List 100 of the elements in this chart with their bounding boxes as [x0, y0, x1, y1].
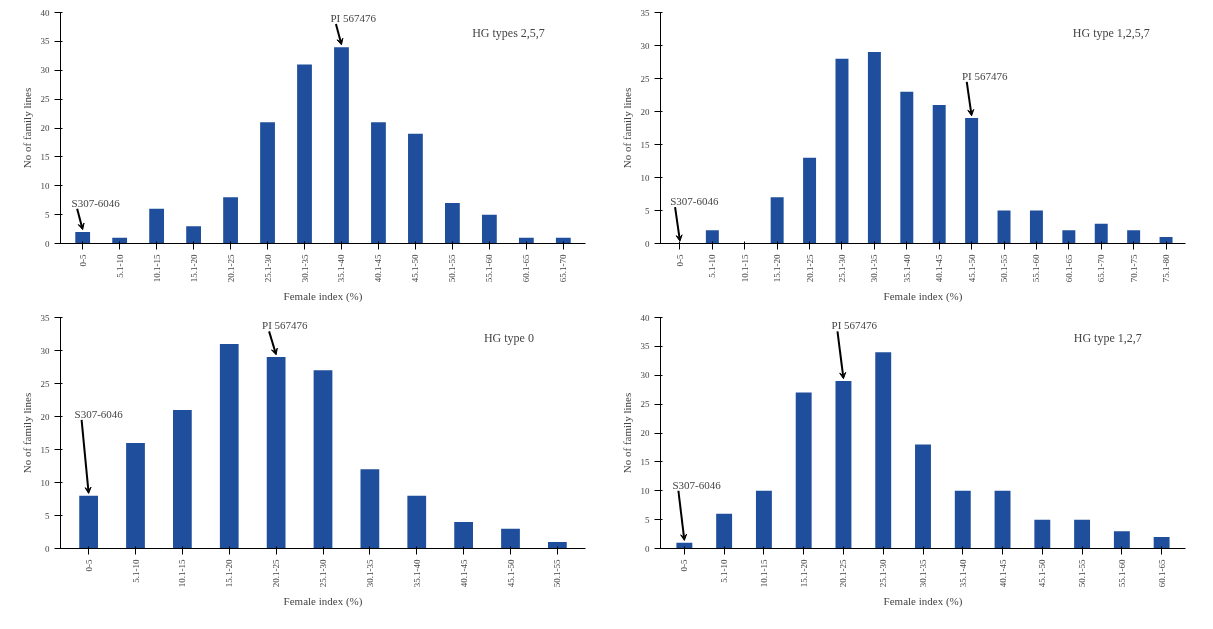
- x-tick-label: 60.1-65: [1156, 559, 1167, 588]
- x-tick-label: 40.1-45: [373, 254, 384, 283]
- x-tick-label: 65.1-70: [1096, 254, 1107, 283]
- x-axis-title: Female index (%): [283, 290, 363, 304]
- annotation: S307-6046: [74, 407, 124, 420]
- y-tick-label: 20: [640, 428, 650, 438]
- x-axis-title: Female index (%): [283, 595, 363, 609]
- annotation: S307-6046: [670, 195, 719, 208]
- x-tick-label: 55.1-60: [484, 254, 495, 283]
- x-tick-label: 10.1-15: [177, 559, 188, 588]
- annotation: PI 567476: [831, 319, 878, 332]
- y-axis-title: No of family lines: [620, 392, 633, 474]
- x-tick-label: 70.1-75: [1128, 254, 1139, 283]
- x-tick-label: 30.1-35: [918, 559, 928, 588]
- x-tick-label: 25.1-30: [318, 559, 328, 588]
- x-tick-label: 10.1-15: [758, 559, 769, 588]
- x-tick-label: 45.1-50: [966, 254, 977, 283]
- y-tick-label: 35: [40, 312, 50, 323]
- x-tick-label: 10.1-15: [151, 254, 162, 283]
- x-tick-label: 20.1-25: [804, 254, 815, 283]
- x-tick-label: 20.1-25: [271, 559, 282, 588]
- x-tick-label: 0-5: [679, 559, 690, 572]
- y-tick-label: 30: [640, 370, 650, 381]
- y-tick-label: 40: [640, 312, 650, 323]
- x-tick-label: 50.1-55: [1077, 559, 1088, 588]
- x-tick-label: 45.1-50: [505, 559, 516, 588]
- x-tick-label: 20.1-25: [838, 559, 849, 588]
- y-tick-label: 5: [645, 514, 650, 525]
- x-tick-label: 0-5: [83, 559, 94, 572]
- y-tick-label: 20: [640, 106, 650, 117]
- y-tick-label: 20: [40, 411, 50, 422]
- x-tick-label: 15.1-20: [224, 559, 235, 588]
- x-tick-label: 60.1-65: [521, 254, 532, 283]
- annotation: S307-6046: [71, 196, 121, 209]
- annotation: PI 567476: [262, 319, 309, 332]
- y-tick-label: 15: [640, 139, 650, 150]
- x-tick-label: 45.1-50: [1037, 559, 1048, 588]
- annotation: PI 567476: [961, 69, 1008, 82]
- y-tick-label: 10: [640, 485, 650, 496]
- x-tick-label: 15.1-20: [772, 254, 783, 283]
- text: HG type 1,2,7: [1073, 331, 1142, 346]
- x-tick-label: 50.1-55: [999, 254, 1010, 283]
- x-tick-label: 30.1-35: [299, 254, 310, 283]
- x-tick-label: 5.1-10: [707, 254, 718, 278]
- annotation: S307-6046: [672, 478, 722, 491]
- text: HG type 0: [483, 331, 534, 346]
- x-tick-label: 40.1-45: [458, 559, 469, 588]
- x-tick-label: 35.1-40: [957, 559, 968, 588]
- y-axis-title: No of family lines: [20, 87, 33, 169]
- y-tick-label: 30: [40, 345, 50, 356]
- x-tick-label: 5.1-10: [719, 559, 730, 583]
- y-axis-title: No of family lines: [20, 392, 33, 474]
- y-tick-label: 35: [40, 36, 50, 47]
- y-axis-title: No of family lines: [620, 87, 633, 169]
- y-tick-label: 30: [640, 40, 650, 51]
- y-tick-label: 20: [40, 123, 50, 133]
- y-tick-label: 5: [45, 209, 50, 220]
- y-tick-label: 5: [45, 510, 50, 521]
- x-tick-label: 75.1-80: [1161, 254, 1172, 283]
- x-tick-label: 0-5: [77, 254, 88, 267]
- x-tick-label: 35.1-40: [336, 254, 347, 283]
- x-tick-label: 25.1-30: [262, 254, 273, 283]
- x-tick-label: 60.1-65: [1063, 254, 1074, 283]
- x-tick-label: 15.1-20: [188, 254, 199, 283]
- x-tick-label: 50.1-55: [447, 254, 458, 283]
- text: HG types 2,5,7: [472, 26, 545, 41]
- y-tick-label: 15: [640, 456, 650, 467]
- x-tick-label: 5.1-10: [130, 559, 141, 583]
- x-tick-label: 40.1-45: [934, 254, 945, 283]
- x-tick-label: 25.1-30: [878, 559, 889, 588]
- y-tick-label: 5: [645, 205, 650, 216]
- x-tick-label: 0-5: [674, 254, 685, 267]
- x-axis-title: Female index (%): [883, 595, 963, 609]
- y-tick-label: 10: [40, 477, 50, 488]
- x-tick-label: 20.1-25: [225, 254, 236, 283]
- x-tick-label: 25.1-30: [836, 254, 847, 283]
- y-tick-label: 30: [40, 65, 50, 76]
- y-tick-label: 40: [40, 7, 50, 18]
- x-tick-label: 15.1-20: [798, 559, 809, 588]
- x-tick-label: 50.1-55: [552, 559, 563, 588]
- y-tick-label: 0: [45, 238, 50, 249]
- x-tick-label: 55.1-60: [1116, 559, 1127, 588]
- x-tick-label: 35.1-40: [411, 559, 422, 588]
- x-tick-label: 5.1-10: [114, 254, 125, 278]
- x-tick-label: 40.1-45: [997, 559, 1008, 588]
- text: HG type 1,2,5,7: [1072, 26, 1150, 41]
- x-tick-label: 30.1-35: [364, 559, 375, 588]
- x-axis-title: Female index (%): [883, 290, 963, 304]
- y-tick-label: 25: [640, 73, 650, 84]
- y-tick-label: 35: [640, 7, 650, 18]
- x-tick-label: 45.1-50: [410, 254, 421, 283]
- y-tick-label: 25: [40, 378, 50, 389]
- y-tick-label: 35: [640, 341, 650, 352]
- y-tick-label: 0: [645, 238, 650, 249]
- y-tick-label: 10: [40, 180, 50, 191]
- y-tick-label: 25: [640, 399, 650, 410]
- y-tick-label: 0: [645, 543, 650, 554]
- y-tick-label: 25: [40, 94, 50, 105]
- x-tick-label: 10.1-15: [739, 254, 750, 283]
- annotation: PI 567476: [330, 12, 377, 25]
